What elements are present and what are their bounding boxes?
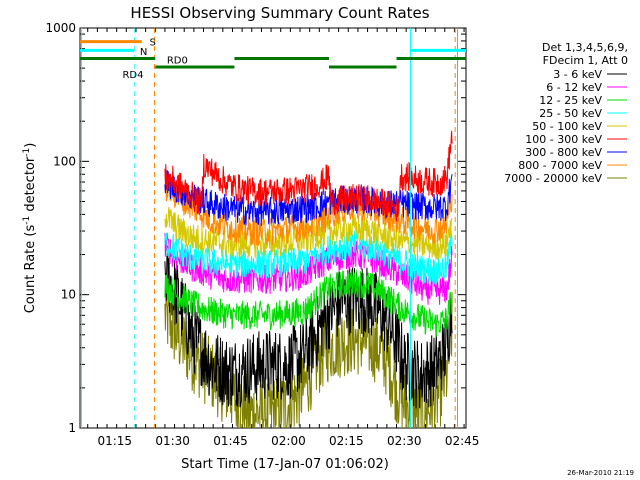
legend-header: FDecim 1, Att 0 [543,54,628,67]
legend-entry-label: 50 - 100 keV [532,120,602,133]
series-line [164,206,453,261]
y-tick-label: 100 [53,154,76,168]
legend-entry-label: 3 - 6 keV [553,68,602,81]
y-axis-label-sup: -1 [22,216,32,225]
x-tick-label: 01:30 [155,434,190,448]
x-tick-label: 02:45 [445,434,480,448]
plot-frame [79,27,467,429]
series-line [164,269,453,338]
series-line [164,228,453,286]
x-tick-label: 02:00 [271,434,306,448]
x-tick-label: 01:15 [97,434,132,448]
x-axis-label: Start Time (17-Jan-07 01:06:02) [181,457,389,472]
series-line [164,130,453,222]
y-axis-label-mid: detector [23,156,38,216]
state-bar-label: RD0 [167,56,188,67]
legend-entry-label: 7000 - 20000 keV [504,172,602,185]
legend-entry-label: 12 - 25 keV [539,94,602,107]
y-tick-label: 10 [61,288,76,302]
legend-entry-label: 25 - 50 keV [539,107,602,120]
y-axis-label: Count Rate (s-1 detector-1) [22,143,38,314]
state-bar-label: S [149,38,155,49]
state-bar-label: RD4 [122,70,143,81]
chart-title: HESSI Observing Summary Count Rates [130,4,429,22]
legend: Det 1,3,4,5,6,9,FDecim 1, Att 03 - 6 keV… [504,41,628,185]
legend-entry-label: 300 - 800 keV [525,146,602,159]
y-axis-label-sup2: -1 [22,148,32,157]
legend-entry-label: 6 - 12 keV [546,81,602,94]
y-tick-label: 1000 [45,21,76,35]
x-tick-label: 02:30 [387,434,422,448]
series-line [164,173,453,247]
footer-date: 26-Mar-2010 21:19 [567,469,634,477]
legend-entry-label: 800 - 7000 keV [518,159,602,172]
series-line [164,170,453,227]
y-axis-label-part: Count Rate (s [23,225,38,314]
state-bar-label: N [140,47,147,58]
legend-entry-label: 100 - 300 keV [525,133,602,146]
plot-area: 1 10 100 1000 01:15 01:30 01:45 02:00 02:15 02:30… [45,21,479,448]
series-line [164,244,453,409]
y-tick-label: 1 [68,421,76,435]
y-axis-label-end: ) [23,143,38,148]
x-tick-label: 01:45 [213,434,248,448]
legend-header: Det 1,3,4,5,6,9, [542,41,628,54]
x-tick-label: 02:15 [329,434,364,448]
